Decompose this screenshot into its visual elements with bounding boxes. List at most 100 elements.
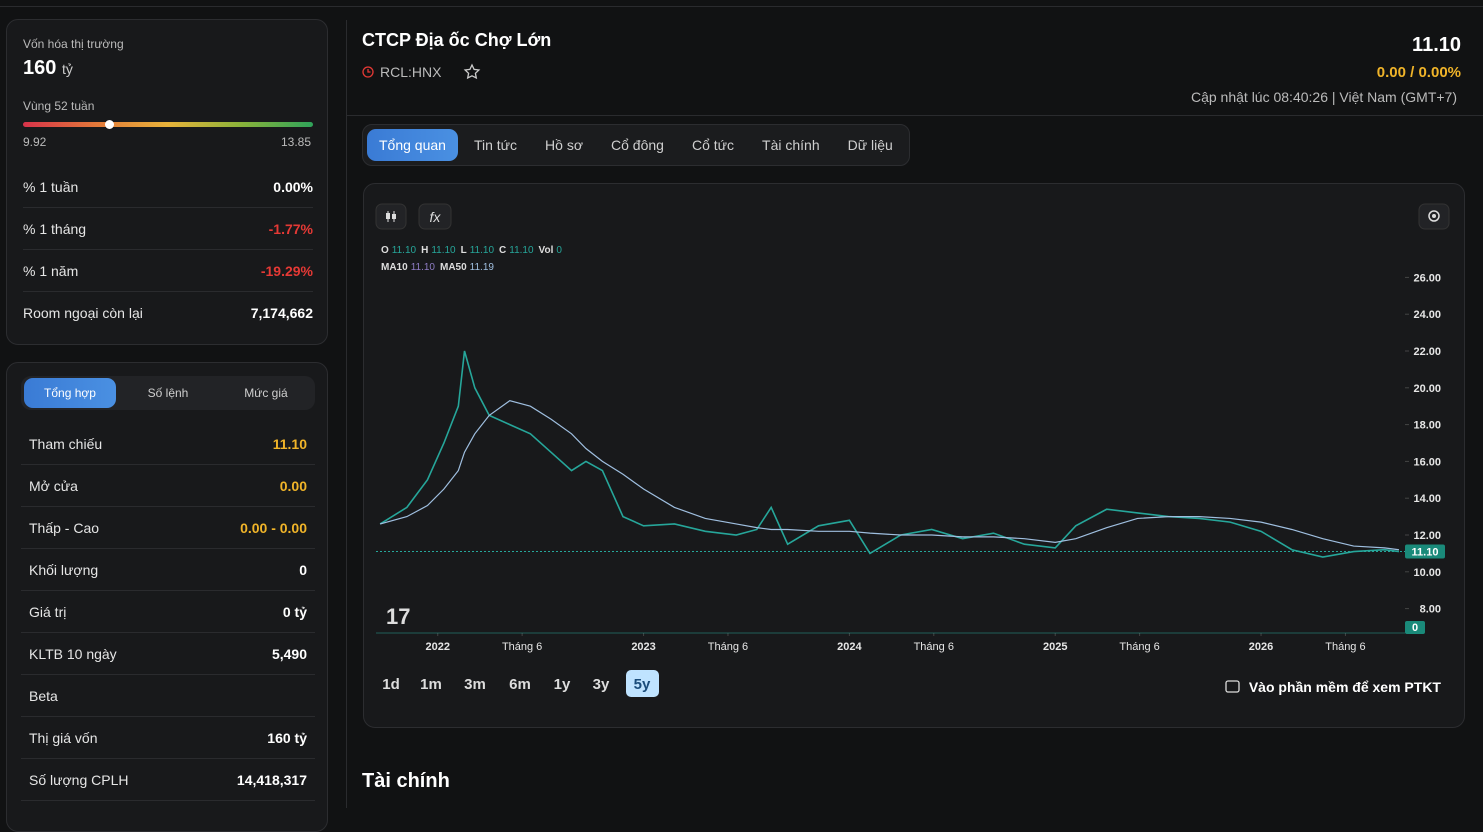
stat-row: Room ngoại còn lại 7,174,662 bbox=[23, 292, 313, 333]
range-button[interactable]: 1m bbox=[420, 676, 442, 693]
last-price-label: 11.10 bbox=[1412, 547, 1439, 559]
y-tick-label: 10.00 bbox=[1413, 567, 1441, 579]
y-tick-label: 24.00 bbox=[1413, 309, 1441, 321]
stat-row: Thấp - Cao 0.00 - 0.00 bbox=[21, 507, 315, 549]
chart: fx 17 1d 1m 3m 6m 1y 3y 5y Vào phần mềm để xem… bbox=[375, 203, 1450, 697]
x-tick-label: 2025 bbox=[1043, 641, 1067, 653]
readout-value: 11.10 bbox=[470, 245, 495, 256]
stat-label: KLTB 10 ngày bbox=[29, 645, 117, 662]
stat-value: 7,174,662 bbox=[250, 304, 313, 321]
y-tick-label: 14.00 bbox=[1413, 493, 1441, 505]
range-button[interactable]: 1d bbox=[382, 676, 400, 693]
main-tab[interactable]: Dữ liệu bbox=[847, 137, 893, 153]
range-button[interactable]: 3y bbox=[593, 676, 610, 693]
y-tick-label: 22.00 bbox=[1413, 346, 1441, 358]
stat-label: % 1 tháng bbox=[23, 220, 87, 237]
ticker-row: RCL:HNX bbox=[362, 63, 481, 81]
header-rule bbox=[346, 115, 1483, 116]
stat-row: % 1 năm -19.29% bbox=[23, 250, 313, 292]
quote-tab[interactable]: Số lệnh bbox=[147, 386, 189, 400]
main-tab[interactable]: Tài chính bbox=[762, 137, 820, 153]
readout-value: 11.10 bbox=[431, 245, 456, 256]
section-title: Tài chính bbox=[362, 770, 450, 792]
readout-value: 11.10 bbox=[411, 262, 436, 273]
ptkt-link[interactable]: Vào phần mềm để xem PTKT bbox=[1249, 679, 1442, 695]
stat-row: Số lượng CPLH 14,418,317 bbox=[21, 759, 315, 801]
main-tab[interactable]: Cổ đông bbox=[611, 137, 664, 153]
readout-value: 11.10 bbox=[509, 245, 534, 256]
price-change: 0.00 / 0.00% bbox=[1376, 64, 1461, 81]
cap-number: 160 bbox=[23, 57, 57, 79]
stat-label: Khối lượng bbox=[29, 561, 99, 578]
range-bar bbox=[23, 122, 313, 127]
favorite-star[interactable] bbox=[463, 63, 481, 81]
stat-value: 160 tỷ bbox=[267, 729, 307, 746]
column-divider bbox=[346, 20, 347, 808]
price-line bbox=[379, 400, 1400, 551]
y-tick-label: 18.00 bbox=[1413, 420, 1441, 432]
volume-box bbox=[1405, 621, 1425, 634]
range-button[interactable]: 3m bbox=[464, 676, 486, 693]
summary-rows: % 1 tuần 0.00% % 1 tháng -1.77% % 1 năm -19.2… bbox=[23, 166, 313, 333]
x-tick-label: Tháng 6 bbox=[1119, 641, 1159, 653]
readout-label: O bbox=[381, 245, 389, 256]
range-label: Vùng 52 tuần bbox=[23, 99, 95, 113]
quote-tab[interactable]: Mức giá bbox=[244, 386, 288, 400]
indicator-button[interactable] bbox=[418, 203, 452, 230]
readout-value: 11.19 bbox=[470, 262, 495, 273]
top-rule bbox=[0, 6, 1483, 7]
readout-label: H bbox=[421, 245, 428, 256]
chart-card: fx 17 1d 1m 3m 6m 1y 3y 5y Vào phần mềm để xem… bbox=[363, 183, 1465, 728]
stat-value: 14,418,317 bbox=[236, 771, 307, 788]
stat-value: 0 tỷ bbox=[282, 603, 307, 620]
range-button[interactable]: 5y bbox=[634, 676, 651, 693]
x-tick-label: Tháng 6 bbox=[708, 641, 748, 653]
stat-row: Beta bbox=[21, 675, 315, 717]
readout-label: MA10 bbox=[381, 262, 408, 273]
company-name: CTCP Địa ốc Chợ Lớn bbox=[362, 30, 552, 50]
stat-label: Mở cửa bbox=[29, 477, 78, 494]
quote-rows: Tham chiếu 11.10 Mở cửa 0.00 Thấp - Cao 0.00 … bbox=[21, 423, 315, 801]
stat-row: % 1 tháng -1.77% bbox=[23, 208, 313, 250]
clock-icon bbox=[362, 66, 374, 78]
range-buttons: 1d 1m 3m 6m 1y 3y 5y bbox=[382, 670, 659, 697]
stat-label: % 1 tuần bbox=[23, 178, 79, 195]
main-tab[interactable]: Tổng quan bbox=[367, 129, 458, 161]
summary-card: Vốn hóa thị trường 160 tỷ Vùng 52 tuần 9… bbox=[6, 19, 328, 345]
readout-value: 0 bbox=[556, 245, 562, 256]
candle-button[interactable] bbox=[375, 203, 407, 230]
y-tick-label: 16.00 bbox=[1413, 456, 1441, 468]
quote-tabs: Tổng hợp Số lệnh Mức giá bbox=[21, 376, 315, 410]
cap-value: 160 tỷ bbox=[23, 57, 73, 80]
stat-label: Thấp - Cao bbox=[29, 519, 100, 536]
y-tick-label: 12.00 bbox=[1413, 530, 1441, 542]
stat-value: -19.29% bbox=[260, 262, 313, 279]
x-tick-label: 2022 bbox=[426, 641, 450, 653]
stat-row: Khối lượng 0 bbox=[21, 549, 315, 591]
last-price-box bbox=[1405, 544, 1445, 559]
stat-value: 0.00 - 0.00 bbox=[240, 519, 307, 536]
main-tabs: Tổng quan Tin tức Hồ sơ Cổ đông Cổ tức Tài ch… bbox=[362, 124, 910, 166]
stat-label: Tham chiếu bbox=[29, 435, 103, 452]
stat-value: 5,490 bbox=[271, 645, 307, 662]
range-button[interactable]: 6m bbox=[509, 676, 531, 693]
main-tab[interactable]: Hồ sơ bbox=[545, 137, 584, 153]
stat-value: 0 bbox=[299, 561, 307, 578]
stat-label: % 1 năm bbox=[23, 262, 79, 279]
stat-label: Room ngoại còn lại bbox=[23, 304, 143, 321]
page: RCL { "summary": { "cap_label": "Vốn hóa… bbox=[0, 6, 1483, 832]
range-high: 13.85 bbox=[280, 135, 311, 149]
quote-card: Tổng hợp Số lệnh Mức giá Tham chiếu 11.10 Mở… bbox=[6, 362, 328, 832]
body: Vốn hóa thị trường 160 tỷ Vùng 52 tuần 9… bbox=[0, 6, 1483, 832]
range-button[interactable]: 1y bbox=[554, 676, 571, 693]
stat-row: Mở cửa 0.00 bbox=[21, 465, 315, 507]
main-tab[interactable]: Tin tức bbox=[473, 137, 518, 153]
price: 11.10 bbox=[1412, 34, 1461, 56]
main-tab[interactable]: Cổ tức bbox=[691, 137, 735, 153]
quote-tab[interactable]: Tổng hợp bbox=[24, 378, 116, 408]
stat-label: Beta bbox=[29, 687, 58, 704]
stat-row: Thị giá vốn 160 tỷ bbox=[21, 717, 315, 759]
monitor-icon bbox=[1225, 680, 1240, 693]
readout-value: 11.10 bbox=[392, 245, 417, 256]
readout-label: C bbox=[499, 245, 506, 256]
